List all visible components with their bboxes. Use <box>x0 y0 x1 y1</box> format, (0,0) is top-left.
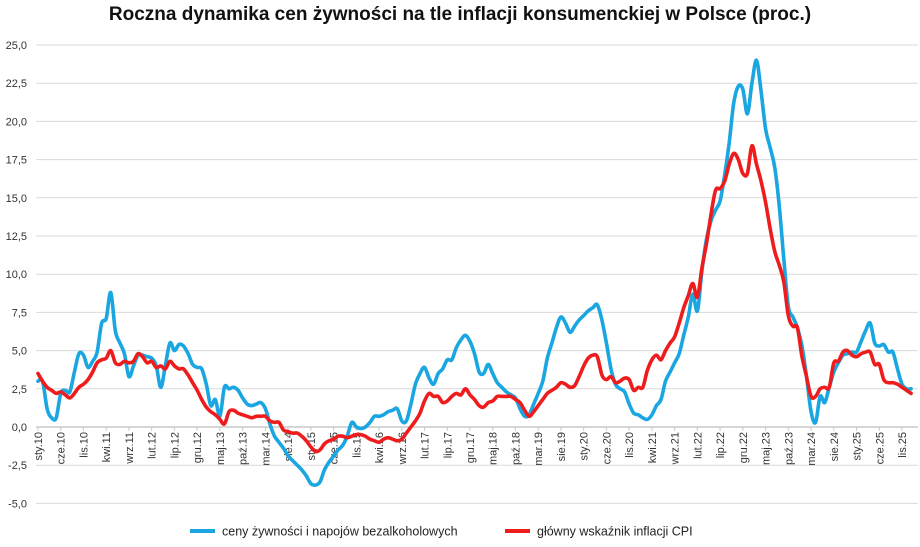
x-axis: sty.10 cze.10 lis.10 kwi.11 wrz.11 lut.12 lip.… <box>33 427 909 466</box>
y-tick-label: 7,5 <box>12 307 27 319</box>
x-tick-label: cze.20 <box>601 432 613 464</box>
x-tick-label: gru.22 <box>738 432 750 463</box>
series-line-food-prices <box>36 58 913 487</box>
x-tick-label: gru.12 <box>192 432 204 463</box>
y-tick-label: 22,5 <box>6 78 27 90</box>
series-lines <box>36 58 913 487</box>
legend: ceny żywności i napojów bezalkoholowych … <box>190 525 693 539</box>
x-tick-label: lis.25 <box>897 432 909 458</box>
y-tick-label: -2,5 <box>8 460 27 472</box>
chart-title: Roczna dynamika cen żywności na tle infl… <box>108 4 812 25</box>
gridlines <box>36 44 918 504</box>
x-tick-label: maj.18 <box>488 432 500 465</box>
x-tick-label: maj.13 <box>215 432 227 465</box>
x-tick-label: lip.17 <box>442 432 454 458</box>
y-tick-label: -5,0 <box>8 498 27 510</box>
x-tick-label: sie.24 <box>829 432 841 461</box>
x-tick-label: kwi.21 <box>647 432 659 463</box>
legend-label-food: ceny żywności i napojów bezalkoholowych <box>222 525 458 539</box>
x-tick-label: mar.19 <box>533 432 545 466</box>
series-line-cpi-points <box>37 145 912 452</box>
x-tick-label: lip.12 <box>169 432 181 458</box>
x-tick-label: lis.15 <box>351 432 363 458</box>
y-tick-label: 5,0 <box>12 346 27 358</box>
y-tick-label: 10,0 <box>6 269 27 281</box>
x-tick-label: paź.13 <box>238 432 250 465</box>
y-tick-label: 20,0 <box>6 116 27 128</box>
x-tick-label: cze.25 <box>874 432 886 464</box>
x-tick-label: lis.20 <box>624 432 636 458</box>
x-tick-label: lis.10 <box>78 432 90 458</box>
x-tick-label: paź.23 <box>783 432 795 465</box>
x-tick-label: wrz.21 <box>670 432 682 465</box>
x-tick-label: sty.10 <box>33 432 45 461</box>
x-tick-label: lut.22 <box>692 432 704 459</box>
y-tick-label: 17,5 <box>6 155 27 167</box>
x-tick-label: mar.24 <box>806 432 818 466</box>
x-tick-label: wrz.11 <box>124 432 136 465</box>
y-tick-label: 0,0 <box>12 422 27 434</box>
y-axis: -5,0 -2,5 0,0 2,5 5,0 7,5 10,0 12,5 15,0 17,5 20,0… <box>6 40 27 510</box>
x-tick-label: mar.14 <box>260 432 272 466</box>
y-tick-label: 2,5 <box>12 384 27 396</box>
x-tick-label: lut.17 <box>420 432 432 459</box>
x-tick-label: maj.23 <box>761 432 773 465</box>
x-tick-label: lut.12 <box>147 432 159 459</box>
x-tick-label: paź.18 <box>510 432 522 465</box>
legend-label-cpi: główny wskaźnik inflacji CPI <box>537 525 693 539</box>
x-tick-label: sty.20 <box>579 432 591 461</box>
x-tick-label: sty.25 <box>852 432 864 461</box>
x-tick-label: kwi.16 <box>374 432 386 463</box>
y-tick-label: 12,5 <box>6 231 27 243</box>
x-tick-label: sie.19 <box>556 432 568 461</box>
y-tick-label: 15,0 <box>6 193 27 205</box>
series-line-cpi <box>36 143 913 454</box>
y-tick-label: 25,0 <box>6 40 27 52</box>
x-tick-label: cze.10 <box>56 432 68 464</box>
x-tick-label: gru.17 <box>465 432 477 463</box>
x-tick-label: lip.22 <box>715 432 727 458</box>
x-tick-label: kwi.11 <box>101 432 113 462</box>
